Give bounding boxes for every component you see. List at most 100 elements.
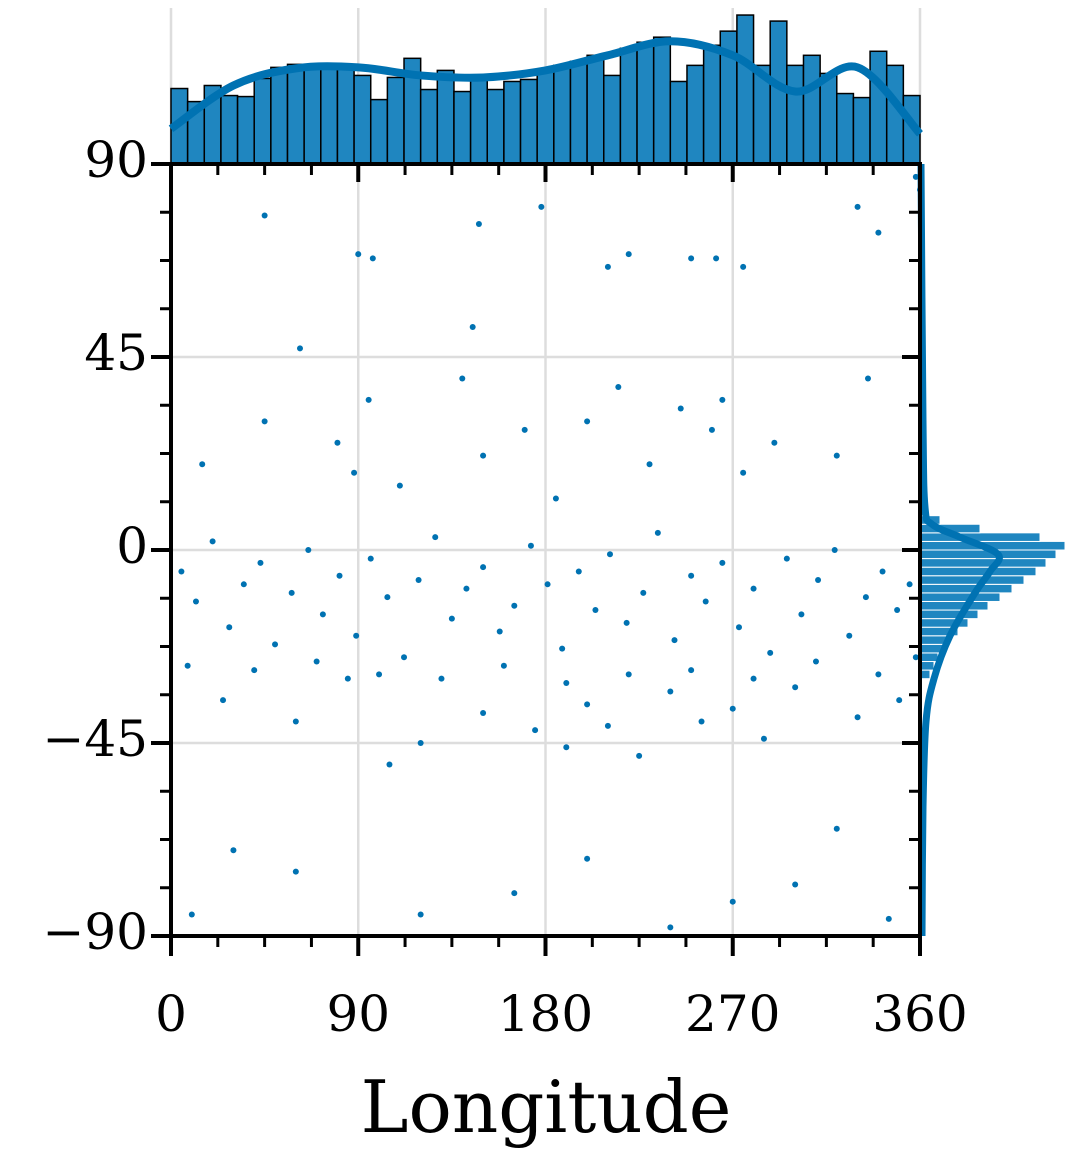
scatter-point — [500, 662, 507, 669]
histogram-bar — [652, 36, 672, 165]
scatter-point — [604, 263, 611, 270]
scatter-point — [199, 461, 206, 468]
histogram-bar — [320, 66, 339, 165]
histogram-bar — [353, 74, 372, 165]
histogram-bar — [569, 60, 588, 165]
scatter-point — [767, 649, 774, 656]
scatter-point — [729, 705, 736, 712]
scatter-point — [831, 547, 838, 553]
histogram-bar — [919, 609, 979, 620]
histogram-bar — [369, 98, 389, 165]
scatter-point — [735, 624, 742, 631]
scatter-point — [833, 825, 840, 832]
kde-curve — [917, 163, 1003, 937]
scatter-point — [552, 495, 559, 502]
scatter-point — [623, 619, 630, 626]
histogram-bar — [919, 575, 1025, 585]
scatter-point — [559, 645, 566, 652]
scatter-point — [344, 675, 351, 682]
scatter-point — [815, 577, 822, 584]
scatter-point — [667, 924, 674, 931]
x-tick-label: 180 — [498, 985, 593, 1043]
scatter-point — [719, 396, 726, 403]
scatter-point — [521, 426, 528, 433]
scatter-point — [178, 568, 185, 575]
scatter-point — [336, 572, 343, 579]
y-tick-label: −45 — [42, 710, 148, 768]
scatter-point — [209, 538, 216, 545]
scatter-point — [384, 594, 391, 601]
scatter-point — [879, 568, 886, 575]
scatter-point — [226, 624, 233, 631]
scatter-point — [864, 375, 871, 382]
scatter-point — [592, 607, 599, 614]
scatter-point — [854, 203, 861, 210]
scatter-point — [305, 547, 312, 553]
scatter-point — [257, 559, 264, 566]
histogram-bar — [336, 68, 355, 165]
scatter-point — [496, 628, 503, 635]
scatter-point — [640, 589, 647, 596]
scatter-point — [292, 718, 299, 725]
scatter-point — [625, 671, 632, 678]
scatter-point — [459, 375, 466, 382]
scatter-point — [636, 752, 643, 759]
histogram-bar — [919, 532, 1041, 542]
scatter-point — [606, 551, 613, 558]
scatter-point — [544, 581, 551, 588]
histogram-bar — [286, 63, 305, 165]
histogram-bar — [503, 80, 522, 165]
histogram-bar — [386, 76, 405, 165]
scatter-point — [812, 658, 819, 665]
y-tick-label: 90 — [84, 131, 148, 189]
scatter-point — [480, 709, 487, 716]
scatter-point — [740, 263, 747, 270]
scatter-point — [894, 607, 901, 614]
scatter-point — [415, 577, 422, 584]
kde-curve — [168, 37, 924, 137]
scatter-point — [240, 581, 247, 588]
scatter-point — [760, 735, 767, 742]
y-tick-label: 0 — [116, 517, 148, 575]
histogram-bar — [686, 64, 705, 165]
x-tick-label: 0 — [155, 985, 187, 1043]
scatter-point — [646, 461, 653, 468]
scatter-point — [885, 915, 892, 922]
scatter-point — [846, 632, 853, 639]
scatter-point — [511, 602, 518, 609]
scatter-point — [369, 255, 376, 262]
histogram-bar — [553, 64, 572, 165]
y-tick-label: 45 — [84, 324, 148, 382]
histogram-bar — [236, 95, 255, 165]
scatter-point — [854, 714, 861, 721]
scatter-point — [386, 761, 393, 768]
scatter-point — [480, 564, 487, 571]
y-tick-label: −90 — [42, 903, 148, 961]
histogram-bar — [469, 78, 488, 165]
histogram-bar — [436, 69, 455, 165]
scatter-point — [401, 654, 408, 661]
scatter-point — [667, 688, 674, 695]
scatter-point — [184, 662, 191, 669]
x-tick-label: 270 — [685, 985, 780, 1043]
histogram-bar — [536, 70, 555, 165]
scatter-point — [729, 898, 736, 905]
histogram-bar — [586, 54, 605, 165]
scatter-point — [584, 855, 591, 862]
histogram-bar — [636, 41, 655, 165]
histogram-bar — [819, 72, 838, 165]
scatter-point — [527, 542, 534, 549]
scatter-point — [261, 212, 268, 219]
histogram-bar — [736, 14, 755, 165]
histogram-bar — [702, 44, 722, 165]
scatter-point — [475, 221, 482, 228]
scatter-point — [463, 585, 470, 592]
histogram-bar — [486, 88, 505, 165]
scatter-point — [313, 658, 320, 665]
scatter-point — [292, 868, 299, 875]
scatter-point — [702, 598, 709, 605]
histogram-bar — [253, 77, 272, 165]
scatter-point — [740, 469, 747, 476]
histogram-bar — [603, 74, 622, 165]
scatter-point — [575, 568, 582, 575]
